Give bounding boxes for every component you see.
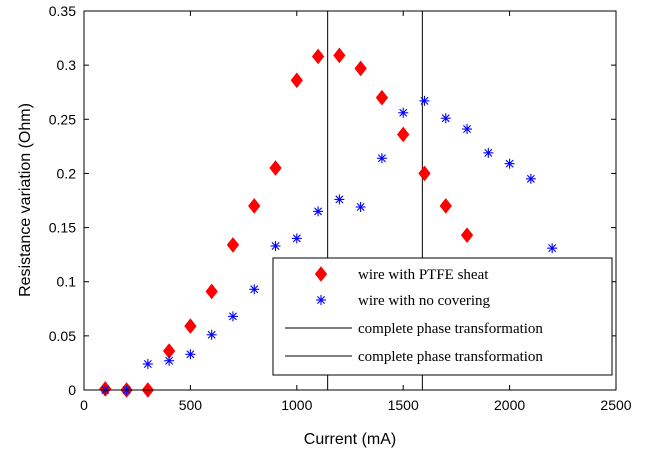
x-tick-label: 1000 xyxy=(281,397,312,413)
y-tick-label: 0.1 xyxy=(57,274,77,290)
ptfe-data-point xyxy=(333,47,346,64)
ptfe-data-point xyxy=(226,237,240,253)
no-covering-data-point xyxy=(398,107,409,118)
y-tick-label: 0.3 xyxy=(57,57,77,73)
no-covering-data-point xyxy=(142,359,153,370)
legend-asterisk-marker xyxy=(316,295,326,305)
ptfe-data-point xyxy=(439,198,452,214)
ptfe-data-point xyxy=(248,198,261,214)
x-tick-label: 2500 xyxy=(600,397,631,413)
y-tick-label: 0.2 xyxy=(57,165,77,181)
ptfe-data-point xyxy=(460,227,474,243)
no-covering-data-point xyxy=(164,355,175,366)
no-covering-data-point xyxy=(419,95,430,106)
no-covering-data-point xyxy=(504,158,515,169)
ptfe-data-point xyxy=(290,72,303,89)
no-covering-data-point xyxy=(547,243,558,254)
axis-ticks: 0 500 1000 1500 2000 2500 0 0.05 0.1 0.15 0.2 0.25 0… xyxy=(49,3,632,413)
data-series xyxy=(99,47,558,398)
no-covering-data-point xyxy=(525,173,536,184)
no-covering-data-point xyxy=(313,206,324,217)
no-covering-data-point xyxy=(270,240,281,251)
ptfe-data-point xyxy=(269,160,282,176)
axes-box xyxy=(83,10,617,391)
legend-label: complete phase transformation xyxy=(358,349,543,365)
no-covering-data-point xyxy=(483,147,494,158)
y-tick-label: 0.25 xyxy=(49,111,76,127)
ptfe-data-point xyxy=(184,318,197,334)
legend-diamond-marker xyxy=(314,266,328,282)
y-tick-label: 0 xyxy=(68,382,76,398)
x-axis-title: Current (mA) xyxy=(304,431,396,448)
ptfe-data-point xyxy=(311,48,325,65)
no-covering-data-point xyxy=(185,349,196,360)
no-covering-data-point xyxy=(334,194,345,205)
legend-label: wire with no covering xyxy=(358,293,491,309)
ptfe-data-point xyxy=(375,89,389,106)
no-covering-data-point xyxy=(355,201,366,212)
ptfe-data-point xyxy=(418,165,431,182)
y-tick-label: 0.15 xyxy=(49,220,76,236)
x-tick-label: 2000 xyxy=(494,397,525,413)
ptfe-data-point xyxy=(205,283,218,300)
x-tick-label: 0 xyxy=(80,397,88,413)
no-covering-data-point xyxy=(227,311,238,322)
x-tick-label: 1500 xyxy=(388,397,419,413)
series-1 xyxy=(100,95,558,395)
y-tick-label: 0.35 xyxy=(49,3,76,19)
legend-label: complete phase transformation xyxy=(358,321,543,337)
no-covering-data-point xyxy=(249,284,260,295)
no-covering-data-point xyxy=(462,124,473,135)
no-covering-data-point xyxy=(291,233,302,244)
no-covering-data-point xyxy=(440,113,451,124)
no-covering-data-point xyxy=(376,153,387,164)
legend: wire with PTFE sheat wire with no coverin… xyxy=(272,257,613,376)
ptfe-data-point xyxy=(397,126,410,143)
y-axis-title: Resistance variation (Ohm) xyxy=(17,103,34,297)
x-tick-label: 500 xyxy=(179,397,203,413)
y-tick-label: 0.05 xyxy=(49,328,76,344)
legend-label: wire with PTFE sheat xyxy=(358,267,489,283)
ptfe-data-point xyxy=(354,60,367,77)
no-covering-data-point xyxy=(206,329,217,340)
